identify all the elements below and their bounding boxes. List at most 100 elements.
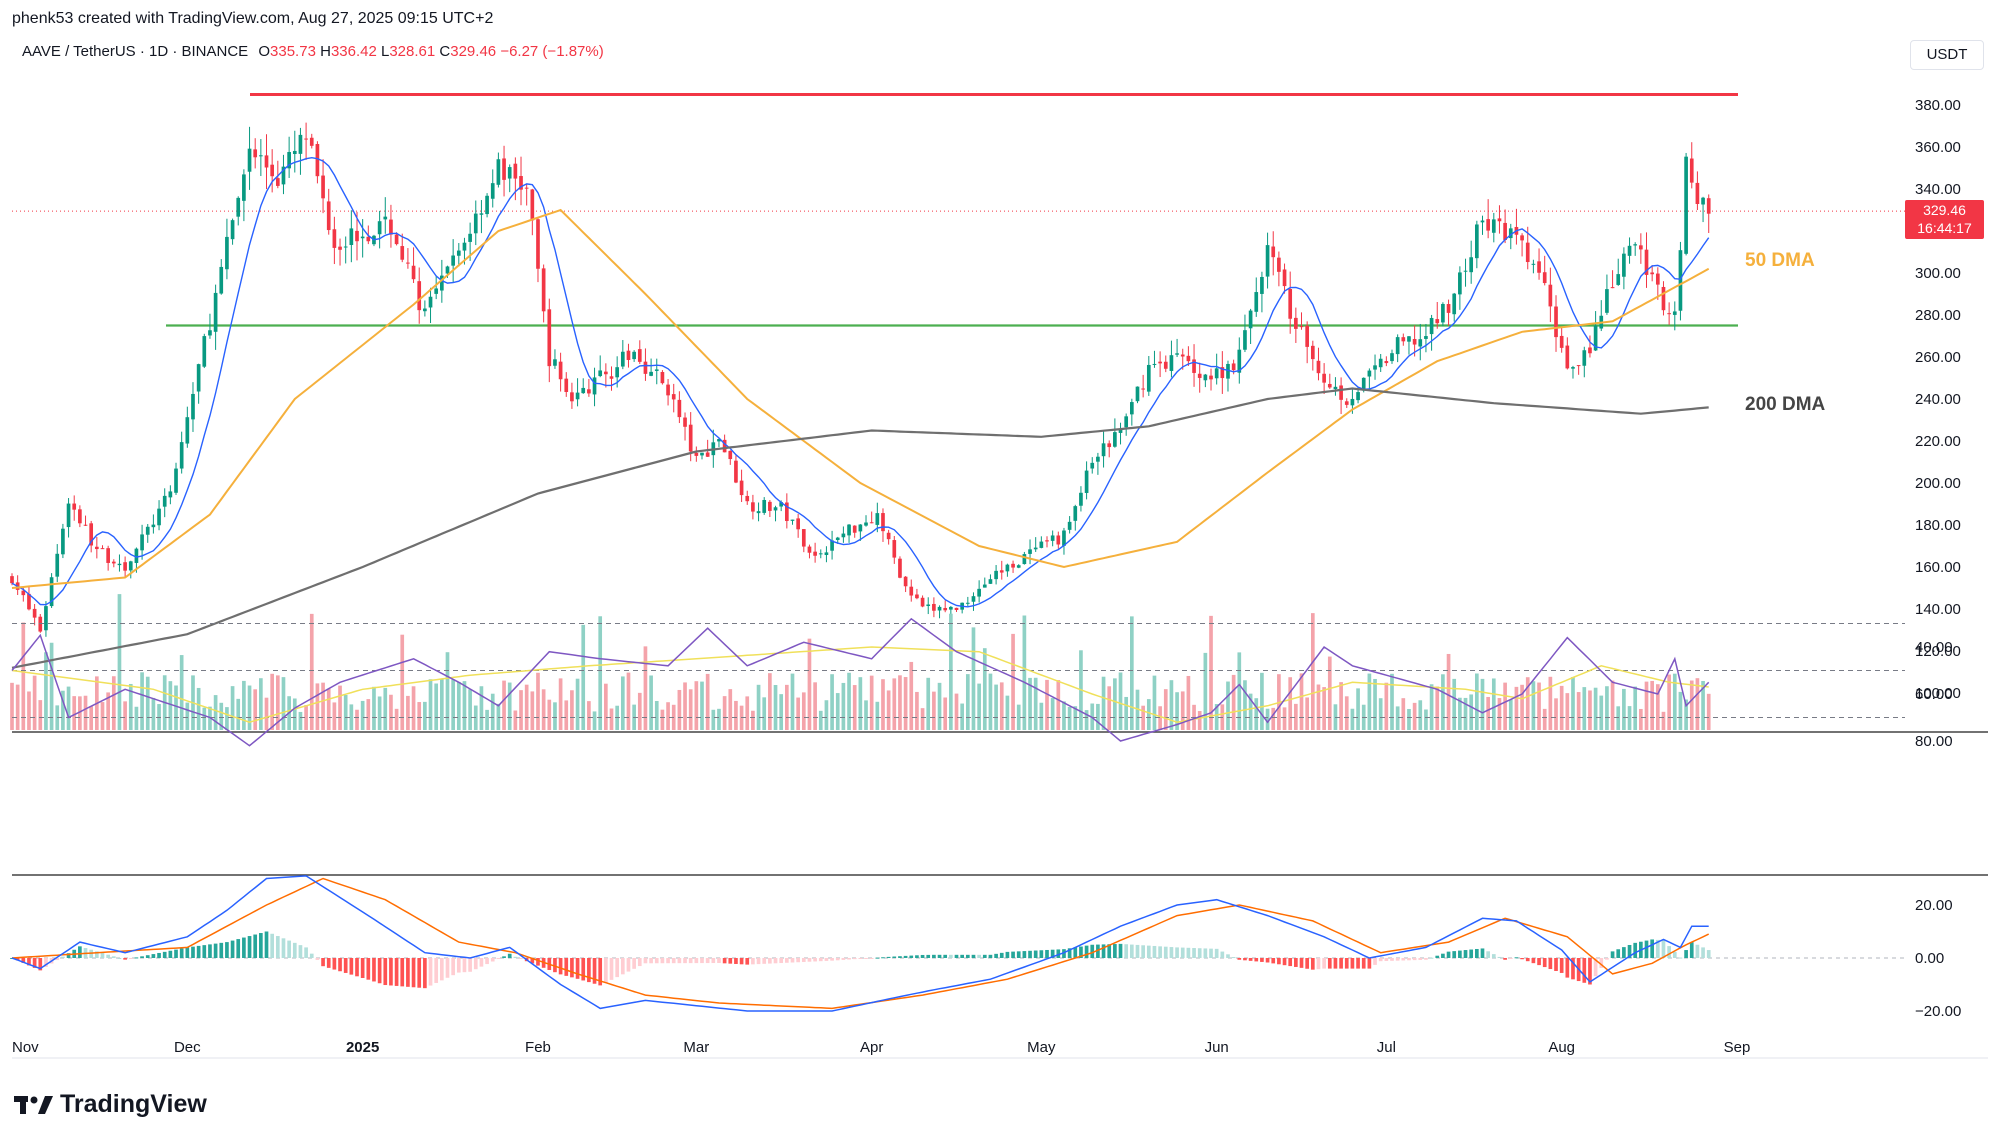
macd-histogram-bar xyxy=(1537,958,1541,966)
volume-bar xyxy=(988,673,993,730)
macd-histogram-bar xyxy=(751,958,755,965)
candle-body xyxy=(292,150,297,155)
macd-histogram-bar xyxy=(683,958,687,964)
volume-bar xyxy=(717,708,721,730)
volume-bar xyxy=(609,708,614,730)
macd-histogram-bar xyxy=(1288,958,1293,967)
macd-histogram-bar xyxy=(1265,958,1270,963)
candle-body xyxy=(61,528,65,555)
volume-bar xyxy=(1062,701,1066,730)
macd-histogram-bar xyxy=(1412,958,1417,961)
candle-body xyxy=(801,529,806,547)
time-axis-label: 2025 xyxy=(346,1039,379,1056)
volume-bar xyxy=(185,702,190,730)
macd-histogram-bar xyxy=(490,958,495,962)
candle-body xyxy=(937,606,942,611)
volume-bar xyxy=(994,684,998,730)
macd-histogram-bar xyxy=(581,958,586,981)
volume-bar xyxy=(236,698,241,730)
volume-bar xyxy=(1582,687,1587,730)
macd-histogram-bar xyxy=(773,958,778,964)
volume-bar xyxy=(558,678,563,730)
volume-bar xyxy=(1424,709,1428,730)
candle-body xyxy=(1299,326,1304,328)
macd-histogram-bar xyxy=(1135,944,1140,958)
macd-histogram-bar xyxy=(1282,958,1287,966)
macd-histogram-bar xyxy=(1644,940,1649,958)
candle-body xyxy=(264,155,269,168)
volume-bar xyxy=(38,700,43,730)
volume-bar xyxy=(1146,699,1151,730)
candle-body xyxy=(660,372,665,384)
candle-body xyxy=(1418,339,1423,347)
time-axis-label: Dec xyxy=(174,1039,201,1056)
macd-histogram-bar xyxy=(1441,953,1445,958)
volume-bar xyxy=(15,684,20,730)
candle-body xyxy=(773,507,778,511)
macd-histogram-bar xyxy=(355,958,359,977)
candle-body xyxy=(1554,306,1558,338)
currency-button[interactable]: USDT xyxy=(1910,40,1984,70)
macd-histogram-bar xyxy=(796,958,800,963)
candle-body xyxy=(213,292,218,332)
macd-histogram-bar xyxy=(824,958,829,961)
volume-bar xyxy=(1627,706,1632,730)
volume-bar xyxy=(140,672,144,730)
volume-bar xyxy=(468,689,472,730)
macd-histogram-bar xyxy=(1113,944,1117,958)
candle-body xyxy=(1197,373,1202,378)
volume-bar xyxy=(355,709,359,730)
macd-histogram-bar xyxy=(473,958,478,970)
candle-body xyxy=(1203,374,1208,381)
volume-bar xyxy=(507,682,512,730)
volume-bar xyxy=(762,697,767,730)
macd-histogram-bar xyxy=(360,958,365,978)
candle-body xyxy=(739,480,744,496)
macd-histogram-bar xyxy=(1344,958,1349,969)
candle-body xyxy=(784,502,789,522)
candle-body xyxy=(32,608,37,618)
volume-bar xyxy=(61,690,65,730)
candle-body xyxy=(1582,350,1587,366)
volume-bar xyxy=(660,709,665,730)
volume-bar xyxy=(598,616,603,730)
volume-bar xyxy=(1655,684,1660,730)
volume-bar xyxy=(1593,687,1598,730)
candle-body xyxy=(49,577,54,607)
tradingview-logo[interactable]: TradingView xyxy=(14,1090,207,1119)
macd-histogram-bar xyxy=(1361,958,1366,969)
macd-histogram-bar xyxy=(960,954,965,958)
volume-bar xyxy=(1016,704,1021,730)
macd-histogram-bar xyxy=(496,958,501,959)
candle-body xyxy=(1096,456,1100,462)
macd-histogram-bar xyxy=(1384,958,1389,962)
volume-bar xyxy=(304,705,308,730)
volume-bar xyxy=(728,689,733,730)
macd-histogram-bar xyxy=(604,958,608,983)
macd-histogram-bar xyxy=(27,958,31,966)
candle-body xyxy=(1277,257,1281,272)
candle-body xyxy=(869,522,874,524)
rsi-axis-label: 40.00 xyxy=(1915,639,1953,656)
macd-histogram-bar xyxy=(1180,947,1185,958)
macd-histogram-bar xyxy=(100,953,105,958)
macd-histogram-bar xyxy=(1146,945,1151,958)
macd-histogram-bar xyxy=(1005,951,1010,958)
volume-bar xyxy=(1022,615,1027,730)
candle-body xyxy=(982,584,987,588)
candle-body xyxy=(1424,336,1428,339)
macd-histogram-bar xyxy=(1508,958,1513,959)
volume-bar xyxy=(1028,677,1032,730)
macd-histogram-bar xyxy=(994,953,998,958)
candle-body xyxy=(598,370,603,377)
candle-body xyxy=(592,377,597,395)
macd-histogram-bar xyxy=(1633,942,1638,958)
macd-histogram-bar xyxy=(1073,947,1078,958)
candle-body xyxy=(1458,272,1462,295)
macd-histogram-bar xyxy=(151,954,156,958)
macd-histogram-bar xyxy=(1248,958,1253,961)
volume-bar xyxy=(1576,692,1581,730)
open-label: O xyxy=(258,43,271,60)
macd-histogram-bar xyxy=(1169,947,1174,958)
